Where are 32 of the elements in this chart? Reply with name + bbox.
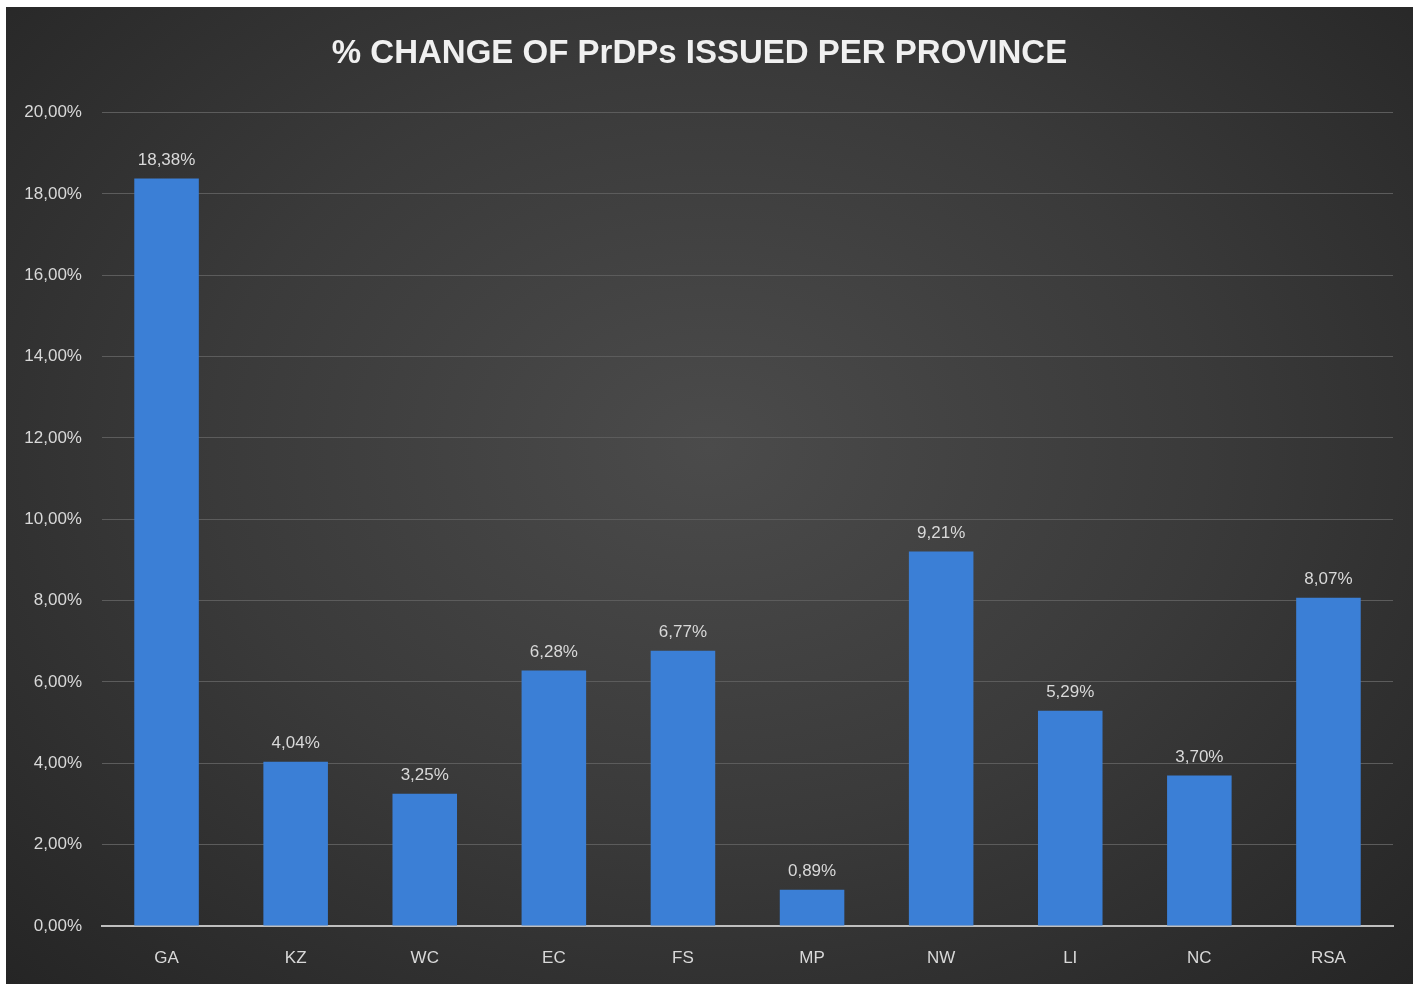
x-tick-label: NW (926, 947, 956, 967)
x-tick-label: MP (799, 947, 825, 967)
data-label: 0,89% (787, 860, 837, 880)
x-tick-label: GA (154, 947, 180, 967)
x-tick-label: NC (1187, 947, 1212, 967)
data-label: 5,29% (1046, 682, 1095, 702)
data-label: 3,70% (1175, 746, 1224, 766)
x-tick-label: RSA (1310, 947, 1347, 967)
y-tick-label: 18,00% (24, 183, 82, 203)
y-tick-label: 20,00% (24, 102, 82, 122)
y-tick-label: 12,00% (24, 427, 82, 447)
x-tick-label: KZ (284, 947, 307, 967)
x-tick-label: FS (672, 947, 694, 967)
y-tick-label: 10,00% (24, 508, 82, 528)
y-tick-label: 0,00% (33, 915, 82, 935)
x-tick-label: LI (1063, 947, 1078, 967)
data-label: 18,38% (137, 149, 196, 169)
y-tick-label: 6,00% (33, 671, 82, 691)
y-tick-label: 16,00% (24, 264, 82, 284)
y-tick-label: 8,00% (33, 590, 82, 610)
data-label: 6,28% (529, 641, 578, 661)
data-label: 6,77% (658, 621, 708, 641)
chart-title: % CHANGE OF PrDPs ISSUED PER PROVINCE (331, 32, 1068, 70)
data-label: 8,07% (1304, 568, 1353, 588)
x-tick-label: WC (410, 947, 439, 967)
y-tick-label: 4,00% (33, 753, 82, 773)
x-tick-label: EC (542, 947, 566, 967)
y-tick-label: 2,00% (33, 834, 82, 854)
data-label: 4,04% (271, 732, 320, 752)
data-label: 3,25% (400, 765, 449, 785)
data-label: 9,21% (917, 522, 966, 542)
y-tick-label: 14,00% (24, 346, 82, 366)
